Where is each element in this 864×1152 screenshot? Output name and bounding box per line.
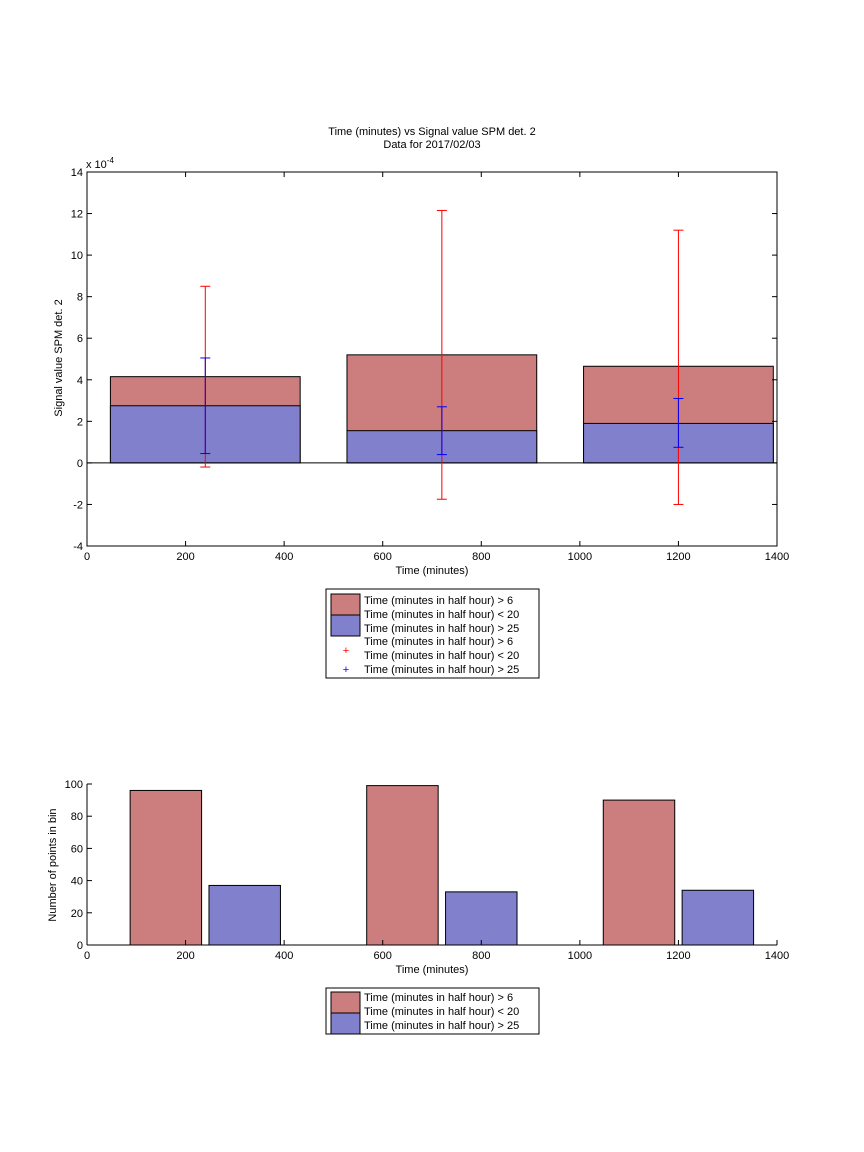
signal-y-tick-label: -4 (73, 541, 83, 553)
legend-entry-errorbar-2: Time (minutes in half hour) > 25 (364, 664, 519, 676)
legend-marker-errorbar-1: + (343, 645, 349, 657)
count-x-tick-label: 1400 (765, 950, 789, 962)
chart-title: Time (minutes) vs Signal value SPM det. … (328, 126, 535, 138)
count-x-tick-label: 1200 (666, 950, 690, 962)
errorbar-1-3 (673, 229, 684, 505)
legend-entry-series-1: Time (minutes in half hour) > 6 (364, 595, 513, 607)
count-bar-series-1-2 (366, 785, 439, 946)
count-x-tick-label: 600 (374, 950, 392, 962)
signal-x-tick-label: 400 (275, 551, 293, 563)
count-x-tick-label: 400 (275, 950, 293, 962)
x-axis-label-2: Time (minutes) (396, 964, 469, 976)
count-x-tick-label: 200 (176, 950, 194, 962)
signal-x-tick-label: 0 (84, 551, 90, 563)
legend-swatch-series-1 (330, 593, 361, 616)
x-axis-label: Time (minutes) (396, 565, 469, 577)
count-y-tick-label: 60 (71, 843, 83, 855)
signal-x-tick-label: 600 (374, 551, 392, 563)
signal-plot-area: 0 200 400 600 800 1000 1200 1400 -4 -2 0 2 4 6 8 10 12 14 (71, 167, 789, 563)
count-y-tick-label: 0 (77, 940, 83, 952)
legend-entry-count-series-2: Time (minutes in half hour) > 25 (364, 1020, 519, 1032)
legend-entry-errorbar-1-line2: Time (minutes in half hour) < 20 (364, 650, 519, 662)
signal-x-tick-label: 800 (472, 551, 490, 563)
count-x-tick-label: 0 (84, 950, 90, 962)
errorbar-2-2 (436, 406, 447, 456)
signal-x-tick-label: 1200 (666, 551, 690, 563)
signal-axes-frame (86, 171, 778, 547)
count-bar-series-2-2 (445, 891, 518, 946)
count-bar-series-2-1 (208, 884, 281, 946)
y-exponent-label: x 10-4 (86, 156, 114, 171)
y-axis-label-2: Number of points in bin (47, 808, 59, 921)
signal-chart: Time (minutes) vs Signal value SPM det. … (53, 126, 789, 679)
legend-entry-count-series-1-line2: Time (minutes in half hour) < 20 (364, 1006, 519, 1018)
errorbar-2-3 (673, 397, 684, 448)
y-axis-label: Signal value SPM det. 2 (53, 299, 65, 416)
signal-y-tick-label: 8 (77, 292, 83, 304)
count-bar-series-1-1 (129, 789, 203, 946)
count-chart: 0 200 400 600 800 1000 1200 1400 0 20 40 60 80 100 Ti… (47, 779, 790, 1035)
count-y-tick-label: 80 (71, 811, 83, 823)
legend-entry-count-series-1: Time (minutes in half hour) > 6 (364, 992, 513, 1004)
count-legend: Time (minutes in half hour) > 6 Time (mi… (325, 987, 540, 1035)
signal-y-tick-label: 14 (71, 167, 83, 179)
count-bar-series-1-3 (602, 799, 676, 946)
count-y-tick-label: 100 (65, 779, 83, 791)
count-bar-series-2-3 (681, 889, 755, 946)
legend-entry-series-1-line2: Time (minutes in half hour) < 20 (364, 609, 519, 621)
count-plot-area: 0 200 400 600 800 1000 1200 1400 0 20 40 60 80 100 (65, 779, 790, 962)
legend-entry-series-2: Time (minutes in half hour) > 25 (364, 623, 519, 635)
signal-x-tick-label: 1400 (765, 551, 789, 563)
signal-y-tick-label: 10 (71, 250, 83, 262)
count-x-tick-label: 800 (472, 950, 490, 962)
count-y-tick-label: 40 (71, 876, 83, 888)
errorbar-2-1 (200, 357, 211, 455)
count-x-tick-label: 1000 (568, 950, 592, 962)
legend-swatch-series-2 (330, 614, 361, 637)
chart-subtitle: Data for 2017/02/03 (383, 139, 480, 151)
signal-x-tick-label: 200 (176, 551, 194, 563)
signal-y-tick-label: 0 (77, 458, 83, 470)
signal-y-tick-label: 12 (71, 209, 83, 221)
legend-marker-errorbar-2: + (343, 664, 349, 676)
signal-y-tick-label: 2 (77, 416, 83, 428)
signal-y-tick-label: 6 (77, 333, 83, 345)
signal-legend: Time (minutes in half hour) > 6 Time (mi… (325, 588, 540, 679)
signal-y-tick-label: 4 (77, 375, 83, 387)
signal-y-tick-label: -2 (73, 499, 83, 511)
legend-swatch-count-series-1 (330, 991, 361, 1014)
count-y-tick-label: 20 (71, 908, 83, 920)
signal-x-tick-label: 1000 (568, 551, 592, 563)
legend-entry-errorbar-1: Time (minutes in half hour) > 6 (364, 636, 513, 648)
legend-swatch-count-series-2 (330, 1012, 361, 1035)
